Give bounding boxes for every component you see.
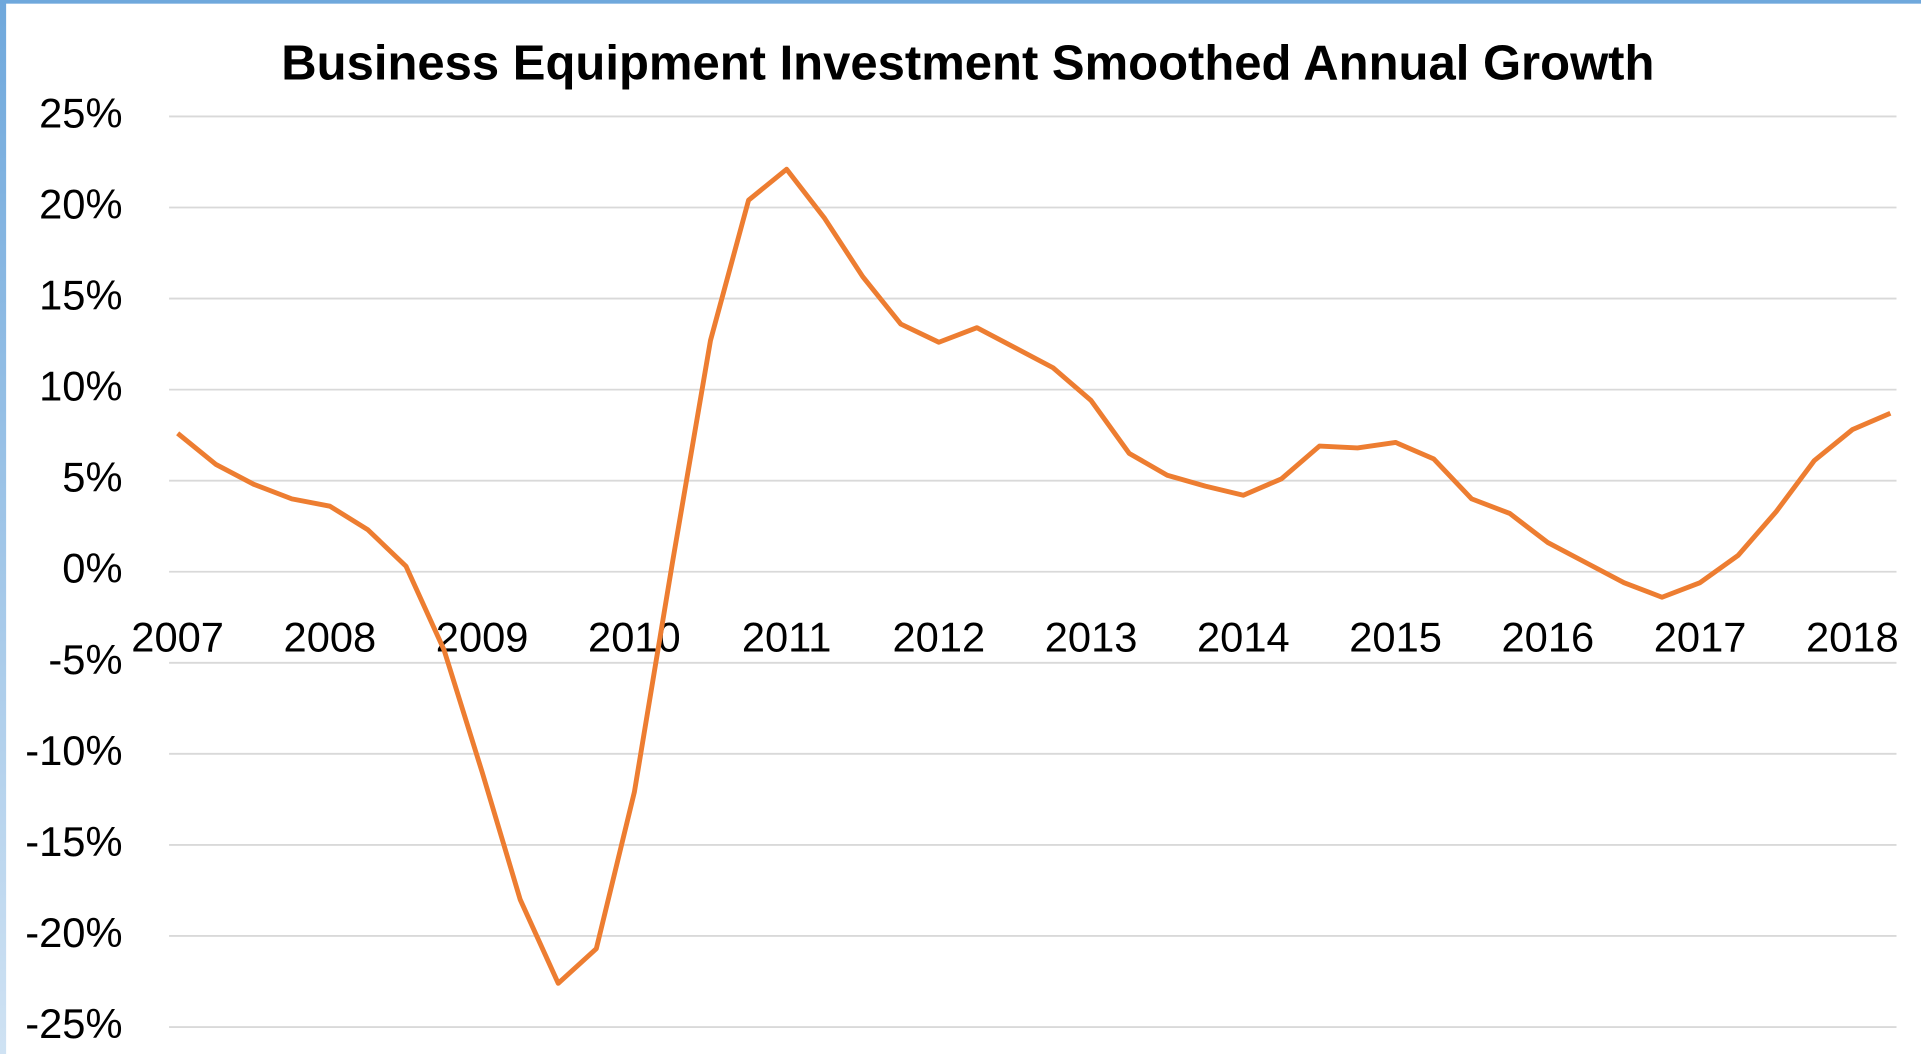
x-tick-label: 2011 [742, 613, 832, 660]
y-tick-label: -20% [25, 909, 122, 956]
x-tick-label: 2012 [893, 613, 986, 660]
title-box: Business Equipment Investment Smoothed A… [281, 36, 1655, 91]
x-tick-label: 2009 [436, 613, 529, 660]
y-tick-label: -5% [48, 636, 122, 683]
left-border [0, 0, 7, 1054]
x-tick-label: 2013 [1045, 613, 1138, 660]
y-tick-label: -10% [25, 727, 122, 774]
x-tick-label: 2015 [1349, 613, 1442, 660]
y-tick-label: 0% [62, 545, 122, 592]
y-tick-label: -15% [25, 818, 122, 865]
y-tick-label: 10% [39, 363, 122, 410]
y-tick-label: -25% [25, 1000, 122, 1047]
chart-title: Business Equipment Investment Smoothed A… [281, 36, 1655, 91]
x-tick-label: 2014 [1197, 613, 1290, 660]
y-tick-label: 25% [39, 89, 122, 136]
grid [169, 115, 1897, 1028]
data-line [176, 166, 1892, 986]
top-border [0, 0, 1921, 4]
x-tick-label: 2007 [131, 613, 224, 660]
y-tick-label: 15% [39, 272, 122, 319]
x-tick-label: 2017 [1654, 613, 1747, 660]
x-tick-label: 2018 [1806, 613, 1899, 660]
x-tick-label: 2010 [588, 613, 681, 660]
y-tick-label: 20% [39, 180, 122, 227]
y-tick-label: 5% [62, 454, 122, 501]
x-tick-label: 2016 [1501, 613, 1594, 660]
x-tick-label: 2008 [284, 613, 377, 660]
